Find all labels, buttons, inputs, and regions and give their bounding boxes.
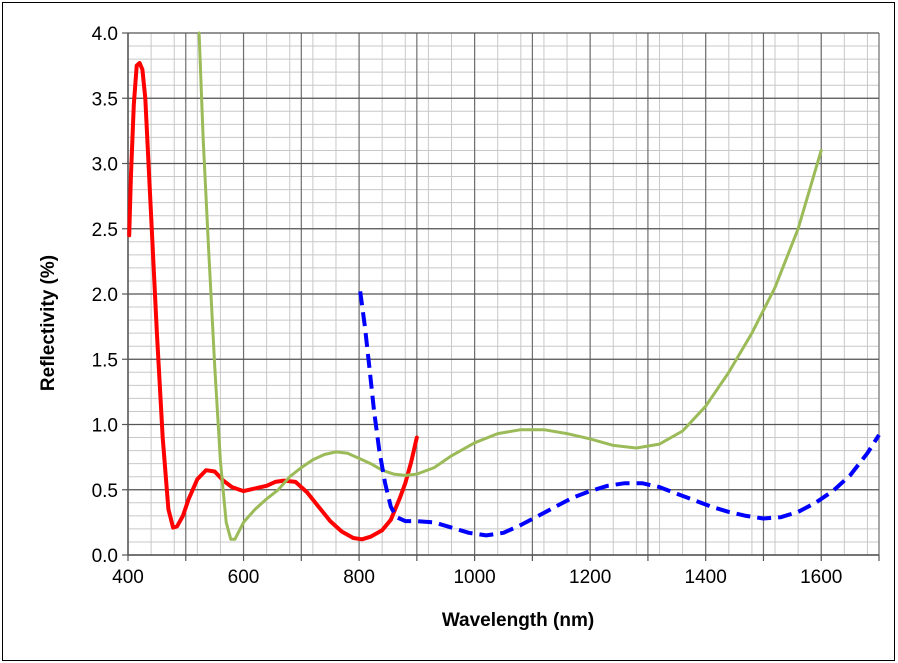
y-tick-label: 2.0 bbox=[92, 285, 118, 306]
x-tick-label: 1000 bbox=[453, 567, 495, 588]
x-tick-label: 800 bbox=[343, 567, 375, 588]
series-layer bbox=[127, 31, 881, 542]
x-tick-label: 400 bbox=[112, 567, 144, 588]
y-axis-title: Reflectivity (%) bbox=[38, 255, 59, 391]
y-tick-label: 0.0 bbox=[92, 546, 118, 567]
y-tick-label: 3.5 bbox=[92, 89, 118, 110]
series-line-2 bbox=[197, 31, 823, 541]
x-tick-label: 600 bbox=[228, 567, 260, 588]
tick-labels: 400 600 800 1000 1200 1400 1600 0.0 0.5 1.0 1.5 2.0… bbox=[92, 24, 843, 588]
y-tick-label: 4.0 bbox=[92, 24, 118, 45]
x-tick-label: 1200 bbox=[569, 567, 611, 588]
x-tick-label: 1400 bbox=[685, 567, 727, 588]
x-tick-label: 1600 bbox=[800, 567, 842, 588]
y-tick-label: 1.5 bbox=[92, 350, 118, 371]
y-tick-label: 3.0 bbox=[92, 155, 118, 176]
axes bbox=[122, 32, 880, 561]
x-axis-title: Wavelength (nm) bbox=[442, 610, 594, 631]
series-line-1 bbox=[127, 61, 419, 542]
y-tick-label: 0.5 bbox=[92, 481, 118, 502]
y-tick-label: 2.5 bbox=[92, 220, 118, 241]
y-tick-label: 1.0 bbox=[92, 416, 118, 437]
series-line-3 bbox=[358, 291, 881, 538]
chart-svg: 400 600 800 1000 1200 1400 1600 0.0 0.5 1.0 1.5 2.0… bbox=[38, 24, 881, 631]
